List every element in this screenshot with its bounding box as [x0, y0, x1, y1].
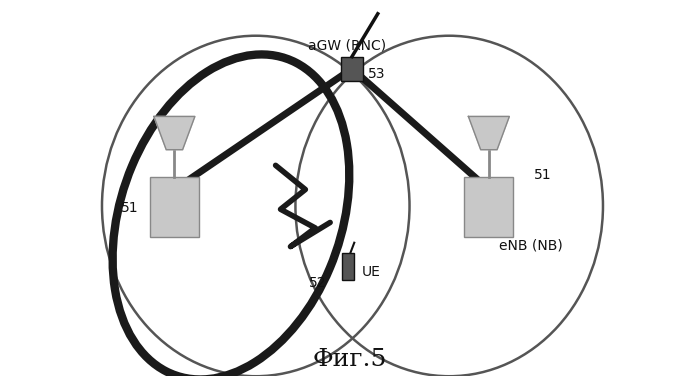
Text: UE: UE [362, 265, 381, 279]
Text: eNB (NB): eNB (NB) [499, 239, 563, 253]
FancyBboxPatch shape [342, 252, 354, 280]
Text: 51: 51 [533, 168, 551, 182]
Polygon shape [154, 116, 195, 150]
FancyBboxPatch shape [341, 56, 363, 81]
FancyBboxPatch shape [464, 177, 513, 237]
Text: 53: 53 [368, 67, 386, 81]
Text: 51: 51 [121, 201, 139, 215]
FancyBboxPatch shape [150, 177, 199, 237]
Text: aGW (RNC): aGW (RNC) [308, 38, 386, 52]
Text: 52: 52 [309, 276, 326, 290]
Text: Фиг.5: Фиг.5 [313, 348, 387, 371]
Polygon shape [468, 116, 510, 150]
